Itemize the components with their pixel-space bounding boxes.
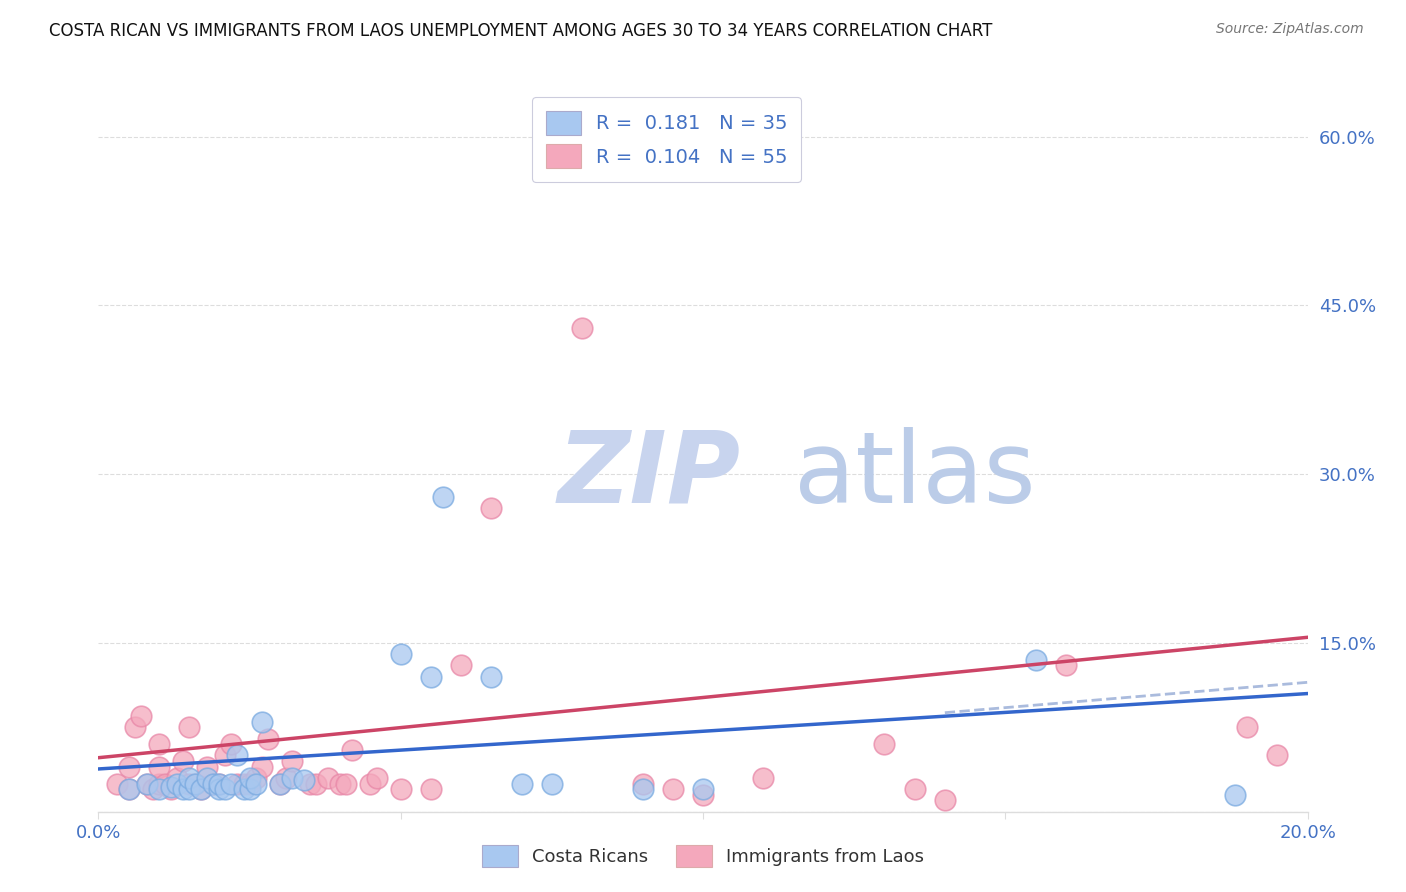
Point [292,773,315,788]
Point [305,776,328,790]
Text: Source: ZipAtlas.com: Source: ZipAtlas.com [1216,22,1364,37]
Point [873,737,896,751]
Point [135,776,157,790]
Point [752,771,775,785]
Point [1223,788,1246,802]
Point [226,748,249,763]
Point [202,776,225,790]
Point [208,782,231,797]
Point [214,782,236,797]
Point [105,776,128,790]
Point [269,776,291,790]
Point [195,771,218,785]
Point [316,771,339,785]
Point [179,782,201,797]
Point [195,760,218,774]
Point [692,788,714,802]
Point [250,760,273,774]
Point [160,782,183,797]
Point [1024,653,1046,667]
Point [256,731,278,746]
Point [239,782,262,797]
Point [166,776,188,790]
Point [1236,720,1258,734]
Point [160,780,183,794]
Point [420,670,443,684]
Point [329,776,352,790]
Point [420,782,443,797]
Point [239,776,262,790]
Point [166,771,188,785]
Point [540,776,562,790]
Point [245,771,267,785]
Point [135,776,157,790]
Point [179,771,201,785]
Point [118,760,141,774]
Point [389,647,412,661]
Point [232,782,254,797]
Point [692,782,714,797]
Point [226,776,249,790]
Point [250,714,273,729]
Point [481,500,503,515]
Point [342,743,364,757]
Point [148,760,170,774]
Point [239,771,262,785]
Point [335,776,357,790]
Point [661,782,683,797]
Point [208,776,231,790]
Point [214,748,236,763]
Legend: R =  0.181   N = 35, R =  0.104   N = 55: R = 0.181 N = 35, R = 0.104 N = 55 [531,97,801,182]
Point [129,709,152,723]
Point [179,720,201,734]
Point [148,782,170,797]
Point [190,782,212,797]
Point [481,670,503,684]
Text: ZIP: ZIP [558,426,741,524]
Point [432,490,454,504]
Point [631,776,654,790]
Point [389,782,412,797]
Point [172,754,194,768]
Point [299,776,322,790]
Point [124,720,146,734]
Point [360,776,382,790]
Point [190,782,212,797]
Point [450,658,472,673]
Point [172,782,194,797]
Point [184,776,207,790]
Point [184,776,207,790]
Point [221,737,243,751]
Point [148,776,170,790]
Text: atlas: atlas [793,426,1035,524]
Point [118,782,141,797]
Point [202,776,225,790]
Point [232,776,254,790]
Point [274,771,297,785]
Point [208,776,231,790]
Point [281,754,304,768]
Point [904,782,927,797]
Point [179,776,201,790]
Point [221,776,243,790]
Point [1054,658,1077,673]
Point [118,782,141,797]
Text: COSTA RICAN VS IMMIGRANTS FROM LAOS UNEMPLOYMENT AMONG AGES 30 TO 34 YEARS CORRE: COSTA RICAN VS IMMIGRANTS FROM LAOS UNEM… [49,22,993,40]
Point [510,776,533,790]
Point [148,737,170,751]
Point [571,321,593,335]
Point [142,782,165,797]
Point [245,776,267,790]
Point [934,793,956,807]
Legend: Costa Ricans, Immigrants from Laos: Costa Ricans, Immigrants from Laos [475,838,931,874]
Point [281,771,304,785]
Point [269,776,291,790]
Point [366,771,388,785]
Point [631,782,654,797]
Point [153,776,176,790]
Point [1267,748,1289,763]
